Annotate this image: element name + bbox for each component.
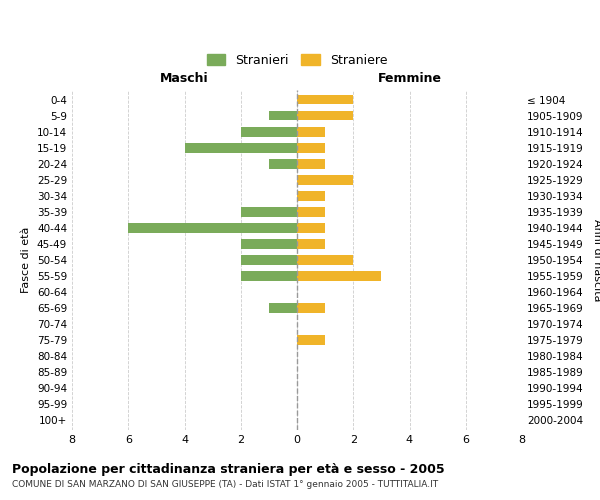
Y-axis label: Fasce di età: Fasce di età (22, 227, 31, 293)
Bar (241, 271, 297, 281)
Y-axis label: Anni di nascita: Anni di nascita (592, 219, 600, 301)
Bar (269, 159, 297, 168)
Bar (297, 111, 353, 120)
Bar (297, 336, 325, 345)
Bar (297, 271, 382, 281)
Bar (297, 239, 325, 249)
Bar (241, 127, 297, 136)
Text: Femmine: Femmine (377, 72, 442, 85)
Bar (297, 95, 353, 104)
Bar (297, 143, 325, 152)
Text: Maschi: Maschi (160, 72, 209, 85)
Bar (297, 255, 353, 265)
Bar (241, 255, 297, 265)
Bar (297, 223, 325, 232)
Bar (297, 127, 325, 136)
Text: COMUNE DI SAN MARZANO DI SAN GIUSEPPE (TA) - Dati ISTAT 1° gennaio 2005 - TUTTIT: COMUNE DI SAN MARZANO DI SAN GIUSEPPE (T… (12, 480, 438, 489)
Bar (269, 304, 297, 313)
Bar (241, 239, 297, 249)
Bar (269, 111, 297, 120)
Bar (297, 159, 325, 168)
Bar (297, 191, 325, 200)
Bar (297, 304, 325, 313)
Text: Popolazione per cittadinanza straniera per età e sesso - 2005: Popolazione per cittadinanza straniera p… (12, 462, 445, 475)
Bar (241, 207, 297, 216)
Legend: Stranieri, Straniere: Stranieri, Straniere (202, 48, 392, 72)
Bar (128, 223, 297, 232)
Bar (297, 175, 353, 184)
Bar (185, 143, 297, 152)
Bar (297, 207, 325, 216)
